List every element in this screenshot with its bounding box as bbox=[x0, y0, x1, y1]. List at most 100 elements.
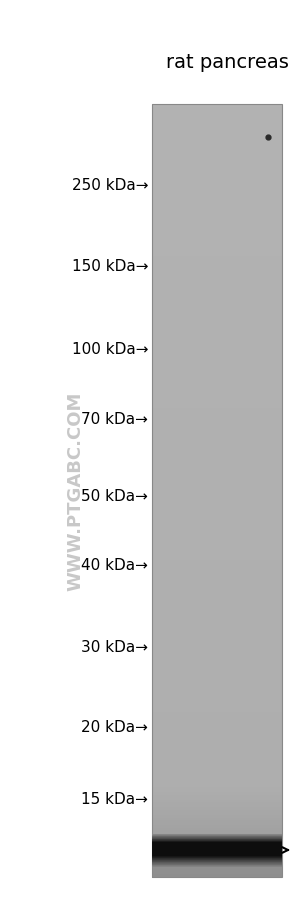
Bar bbox=[152, 556, 282, 558]
Bar bbox=[152, 692, 282, 695]
Bar bbox=[152, 638, 282, 641]
Bar bbox=[152, 470, 282, 474]
Bar bbox=[152, 300, 282, 304]
Bar bbox=[152, 354, 282, 358]
Bar bbox=[152, 123, 282, 126]
Bar bbox=[152, 656, 282, 659]
Bar bbox=[152, 455, 282, 458]
Bar bbox=[152, 509, 282, 512]
Bar bbox=[152, 599, 282, 603]
Bar bbox=[152, 839, 282, 842]
Bar bbox=[152, 750, 282, 754]
Bar bbox=[152, 617, 282, 621]
Bar bbox=[152, 581, 282, 584]
Bar bbox=[152, 396, 282, 399]
Bar bbox=[152, 828, 282, 832]
Bar bbox=[152, 861, 282, 865]
Bar bbox=[152, 594, 282, 597]
Bar bbox=[152, 612, 282, 615]
Bar bbox=[152, 699, 282, 703]
Bar bbox=[152, 331, 282, 335]
Bar bbox=[152, 429, 282, 432]
Bar bbox=[152, 602, 282, 605]
Bar bbox=[152, 671, 282, 675]
Bar bbox=[152, 859, 282, 862]
Bar bbox=[152, 120, 282, 124]
Bar bbox=[152, 334, 282, 337]
Bar bbox=[152, 218, 282, 221]
Bar bbox=[152, 695, 282, 697]
Bar bbox=[152, 676, 282, 679]
Bar bbox=[152, 815, 282, 818]
Bar bbox=[152, 517, 282, 520]
Bar bbox=[152, 496, 282, 500]
Bar bbox=[152, 666, 282, 669]
Bar bbox=[152, 749, 282, 751]
Bar bbox=[152, 764, 282, 767]
Bar bbox=[152, 650, 282, 654]
Bar bbox=[152, 282, 282, 286]
Bar bbox=[152, 674, 282, 677]
Bar bbox=[152, 419, 282, 422]
Bar bbox=[152, 113, 282, 115]
Bar bbox=[152, 522, 282, 525]
Bar bbox=[152, 236, 282, 239]
Bar bbox=[152, 329, 282, 332]
Bar bbox=[152, 327, 282, 329]
Bar bbox=[152, 527, 282, 530]
Bar bbox=[152, 560, 282, 564]
Bar bbox=[152, 867, 282, 877]
Bar bbox=[152, 257, 282, 260]
Bar bbox=[152, 465, 282, 468]
Bar bbox=[152, 715, 282, 718]
Bar bbox=[152, 797, 282, 800]
Bar bbox=[152, 295, 282, 299]
Bar bbox=[152, 450, 282, 453]
Bar bbox=[152, 785, 282, 787]
Bar bbox=[152, 524, 282, 528]
Bar bbox=[152, 177, 282, 180]
Bar bbox=[152, 189, 282, 193]
Bar bbox=[152, 138, 282, 142]
Bar bbox=[152, 399, 282, 401]
Bar bbox=[152, 836, 282, 839]
Bar bbox=[152, 254, 282, 257]
Bar bbox=[152, 723, 282, 726]
Text: 30 kDa→: 30 kDa→ bbox=[81, 640, 148, 655]
Bar bbox=[152, 198, 282, 201]
Bar bbox=[152, 131, 282, 133]
Bar bbox=[152, 306, 282, 308]
Bar bbox=[152, 589, 282, 592]
Bar bbox=[152, 316, 282, 319]
Bar bbox=[152, 632, 282, 636]
Bar bbox=[152, 452, 282, 456]
Bar bbox=[152, 810, 282, 814]
Bar bbox=[152, 491, 282, 494]
Bar bbox=[152, 548, 282, 551]
Bar bbox=[152, 625, 282, 628]
Bar bbox=[152, 584, 282, 587]
Bar bbox=[152, 679, 282, 682]
Bar bbox=[152, 475, 282, 479]
Bar bbox=[152, 481, 282, 484]
Bar bbox=[152, 733, 282, 736]
Bar bbox=[152, 538, 282, 540]
Bar bbox=[152, 393, 282, 396]
Bar bbox=[152, 635, 282, 639]
Bar bbox=[152, 643, 282, 646]
Bar bbox=[152, 813, 282, 816]
Bar bbox=[152, 234, 282, 237]
Bar bbox=[152, 767, 282, 769]
Bar bbox=[152, 483, 282, 486]
Bar bbox=[152, 375, 282, 379]
Bar bbox=[152, 789, 282, 793]
Bar bbox=[152, 761, 282, 765]
Bar bbox=[152, 668, 282, 672]
Bar bbox=[152, 713, 282, 715]
Bar bbox=[152, 574, 282, 576]
Bar bbox=[152, 738, 282, 741]
Bar bbox=[152, 457, 282, 461]
Bar bbox=[152, 414, 282, 417]
Bar bbox=[152, 252, 282, 255]
Bar bbox=[152, 277, 282, 281]
